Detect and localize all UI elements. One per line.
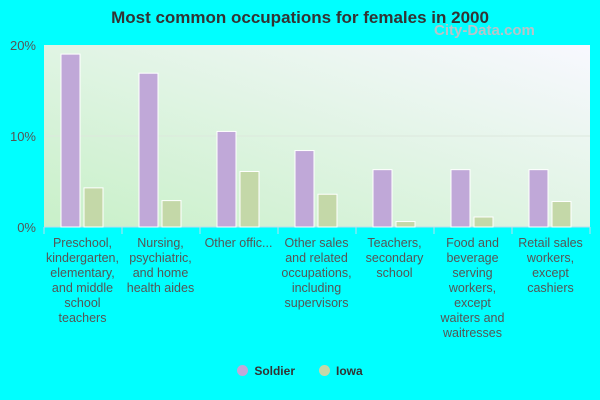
bar-iowa [317,193,338,228]
bar-soldier [138,72,159,228]
y-tick-label: 20% [10,38,36,53]
legend: Soldier Iowa [0,364,600,378]
bar-soldier [216,130,237,228]
legend-item: Soldier [237,364,295,378]
bar-iowa [551,201,572,228]
bar-iowa [473,216,494,228]
bar-iowa [83,187,104,228]
bar-soldier [450,169,471,228]
bar-iowa [161,200,182,228]
x-category-label: Other sales and related occupations, inc… [281,236,352,310]
x-category-label: Retail sales workers, except cashiers [518,236,583,295]
bar-iowa [395,221,416,228]
legend-swatch [237,365,249,376]
chart-title: Most common occupations for females in 2… [111,8,489,27]
legend-item: Iowa [319,364,363,378]
legend-swatch [319,365,330,376]
bar-soldier [294,150,315,228]
x-category-label: Preschool, kindergarten, elementary, and… [46,236,119,325]
bar-soldier [528,169,549,228]
bar-iowa [239,170,260,228]
bar-soldier [372,169,393,228]
legend-label: Iowa [336,364,363,378]
watermark: City-Data.com [434,22,535,39]
x-category-label: Teachers, secondary school [365,236,424,280]
bar-soldier [60,53,81,228]
y-tick-label: 0% [17,220,36,235]
x-category-label: Other offic... [204,236,273,250]
legend-label: Soldier [254,364,295,378]
y-tick-label: 10% [10,129,36,144]
x-category-label: Food and beverage serving workers, excep… [440,236,505,340]
x-category-label: Nursing, psychiatric, and home health ai… [126,236,195,295]
